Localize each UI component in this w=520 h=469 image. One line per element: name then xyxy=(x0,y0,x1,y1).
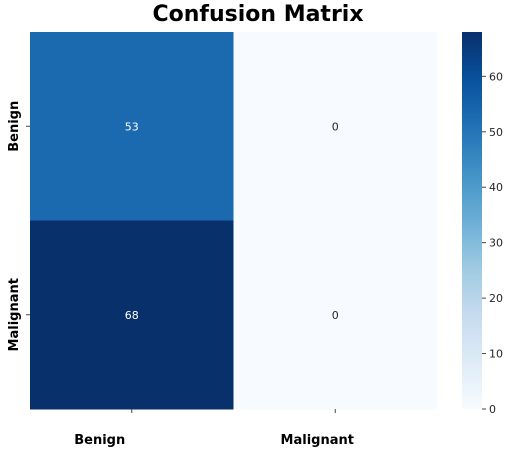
heatmap-cell xyxy=(30,32,234,221)
cell-value-label: 68 xyxy=(125,309,139,322)
heatmap-cell xyxy=(233,32,438,221)
colorbar-tick-label: 60 xyxy=(489,70,503,83)
colorbar-gradient xyxy=(462,32,482,409)
x-tick-label: Benign xyxy=(74,433,125,448)
y-tick-label: Malignant xyxy=(7,278,22,351)
cell-value-label: 0 xyxy=(332,120,339,133)
colorbar-tick-label: 30 xyxy=(489,237,503,250)
y-axis: Benign Malignant xyxy=(7,101,30,351)
x-axis: Benign Malignant xyxy=(74,409,354,448)
colorbar-tick-label: 50 xyxy=(489,126,503,139)
cell-value-label: 53 xyxy=(125,120,139,133)
y-tick-label: Benign xyxy=(7,101,22,152)
x-tick-label: Malignant xyxy=(281,433,354,448)
heatmap-cell-labels: 53 0 68 0 xyxy=(125,120,339,322)
colorbar: 0 10 20 30 40 50 60 xyxy=(462,32,503,416)
colorbar-tick-label: 20 xyxy=(489,292,503,305)
colorbar-tick-label: 10 xyxy=(489,348,503,361)
colorbar-ticks: 0 10 20 30 40 50 60 xyxy=(482,70,503,416)
colorbar-tick-label: 40 xyxy=(489,181,503,194)
chart-title: Confusion Matrix xyxy=(152,2,363,27)
heatmap-cells xyxy=(30,32,438,410)
colorbar-tick-label: 0 xyxy=(489,403,496,416)
heatmap-cell xyxy=(233,220,438,410)
heatmap-cell xyxy=(30,220,234,410)
cell-value-label: 0 xyxy=(332,309,339,322)
